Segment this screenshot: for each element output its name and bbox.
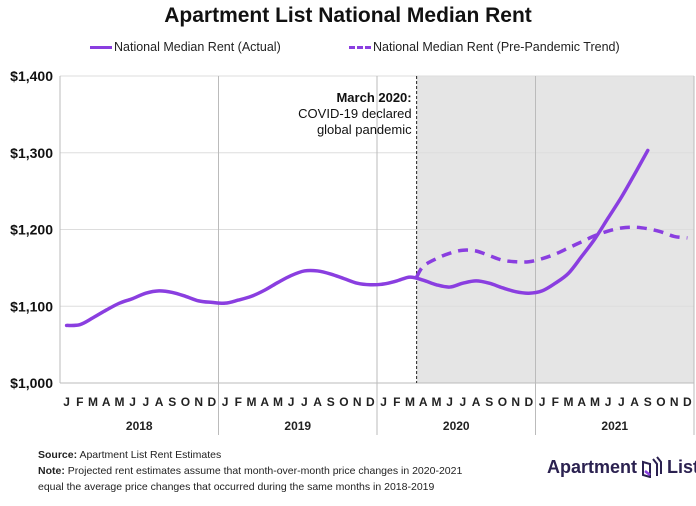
month-tick-label: M xyxy=(564,395,574,409)
month-tick-label: M xyxy=(405,395,415,409)
month-tick-label: N xyxy=(511,395,520,409)
legend-swatch-dashed xyxy=(349,45,371,49)
month-tick-label: D xyxy=(208,395,217,409)
annotation-text: global pandemic xyxy=(317,122,412,137)
month-tick-label: J xyxy=(222,395,229,409)
legend-item-actual: National Median Rent (Actual) xyxy=(90,40,281,54)
month-tick-label: J xyxy=(288,395,295,409)
legend-label: National Median Rent (Actual) xyxy=(114,40,281,54)
month-tick-label: A xyxy=(577,395,586,409)
y-tick-label: $1,400 xyxy=(10,68,53,84)
month-tick-label: S xyxy=(168,395,176,409)
series-line-actual xyxy=(64,148,650,328)
month-tick-label: J xyxy=(301,395,308,409)
month-tick-label: J xyxy=(460,395,467,409)
month-tick-label: O xyxy=(656,395,665,409)
month-tick-label: J xyxy=(605,395,612,409)
apartment-list-logo: Apartment List xyxy=(547,456,696,478)
month-tick-label: A xyxy=(419,395,428,409)
month-tick-label: A xyxy=(630,395,639,409)
month-tick-label: D xyxy=(525,395,534,409)
month-tick-label: M xyxy=(247,395,257,409)
month-tick-label: S xyxy=(644,395,652,409)
month-tick-label: J xyxy=(446,395,453,409)
month-tick-label: O xyxy=(181,395,190,409)
source-note: Source: Apartment List Rent Estimates xyxy=(38,449,221,461)
y-tick-label: $1,200 xyxy=(10,222,53,238)
month-tick-label: O xyxy=(498,395,507,409)
source-text: Apartment List Rent Estimates xyxy=(79,449,222,461)
month-tick-label: M xyxy=(590,395,600,409)
month-tick-label: A xyxy=(313,395,322,409)
note-line2: equal the average price changes that occ… xyxy=(38,481,435,493)
note: Note: Projected rent estimates assume th… xyxy=(38,465,462,477)
series-line-pre-pandemic-trend xyxy=(415,225,688,279)
chart-title: Apartment List National Median Rent xyxy=(164,4,532,27)
logo-text-right: List xyxy=(667,456,696,477)
month-tick-label: M xyxy=(114,395,124,409)
month-tick-label: D xyxy=(366,395,375,409)
month-tick-label: F xyxy=(235,395,242,409)
month-tick-label: J xyxy=(143,395,150,409)
month-tick-label: N xyxy=(194,395,203,409)
month-tick-label: J xyxy=(618,395,625,409)
year-label: 2021 xyxy=(601,419,628,433)
source-label: Source: xyxy=(38,449,78,461)
month-tick-label: A xyxy=(472,395,481,409)
month-tick-label: F xyxy=(76,395,83,409)
legend-label: National Median Rent (Pre-Pandemic Trend… xyxy=(373,40,620,54)
year-label: 2020 xyxy=(443,419,470,433)
y-tick-label: $1,000 xyxy=(10,375,53,391)
month-tick-label: J xyxy=(539,395,546,409)
year-label: 2018 xyxy=(126,419,153,433)
month-tick-label: M xyxy=(431,395,441,409)
year-label: 2019 xyxy=(284,419,311,433)
month-tick-label: F xyxy=(552,395,559,409)
month-tick-label: S xyxy=(327,395,335,409)
logo-building-icon xyxy=(642,456,663,478)
month-tick-label: J xyxy=(129,395,136,409)
month-tick-label: D xyxy=(683,395,692,409)
month-tick-label: M xyxy=(273,395,283,409)
note-label: Note: xyxy=(38,465,65,477)
month-tick-label: O xyxy=(339,395,348,409)
month-tick-label: J xyxy=(380,395,387,409)
month-tick-label: J xyxy=(63,395,70,409)
y-tick-label: $1,100 xyxy=(10,298,53,314)
y-tick-label: $1,300 xyxy=(10,145,53,161)
annotation-title: March 2020: xyxy=(336,90,411,105)
legend-item-trend: National Median Rent (Pre-Pandemic Trend… xyxy=(349,40,620,54)
note-text-line1: Projected rent estimates assume that mon… xyxy=(67,465,463,477)
month-tick-label: F xyxy=(393,395,400,409)
annotation-text: COVID-19 declared xyxy=(298,106,411,121)
logo-text-left: Apartment xyxy=(547,456,638,477)
month-tick-label: A xyxy=(155,395,164,409)
month-tick-label: M xyxy=(88,395,98,409)
month-tick-label: S xyxy=(485,395,493,409)
legend-swatch-solid xyxy=(90,45,112,49)
month-tick-label: N xyxy=(670,395,679,409)
month-tick-label: A xyxy=(260,395,269,409)
month-tick-label: N xyxy=(353,395,362,409)
month-tick-label: A xyxy=(102,395,111,409)
